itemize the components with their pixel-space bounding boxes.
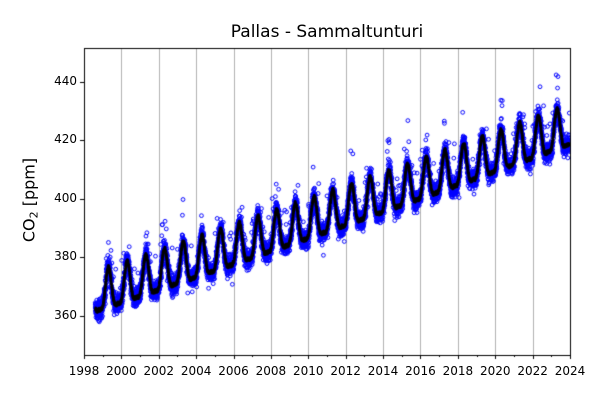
x-tick-label: 2018 bbox=[442, 364, 474, 378]
y-tick-label: 360 bbox=[54, 307, 77, 322]
y-tick-label: 420 bbox=[54, 132, 77, 147]
x-tick-label: 2006 bbox=[218, 364, 249, 378]
x-tick-label: 2002 bbox=[143, 364, 175, 378]
x-tick-label: 2012 bbox=[330, 364, 361, 378]
x-tick-label: 2022 bbox=[517, 364, 548, 378]
x-tick-label: 2008 bbox=[255, 364, 287, 378]
x-tick-label: 1998 bbox=[68, 364, 100, 378]
x-tick-label: 2010 bbox=[293, 364, 324, 378]
y-tick-label: 440 bbox=[54, 73, 77, 88]
x-tick-label: 2020 bbox=[479, 364, 511, 378]
y-tick-label: 400 bbox=[54, 190, 77, 205]
x-tick-label: 2000 bbox=[106, 364, 137, 378]
x-tick-label: 2024 bbox=[554, 364, 586, 378]
x-tick-label: 2004 bbox=[180, 364, 212, 378]
y-tick-label: 380 bbox=[54, 249, 77, 264]
x-tick-label: 2016 bbox=[405, 364, 436, 378]
x-tick-label: 2014 bbox=[367, 364, 399, 378]
